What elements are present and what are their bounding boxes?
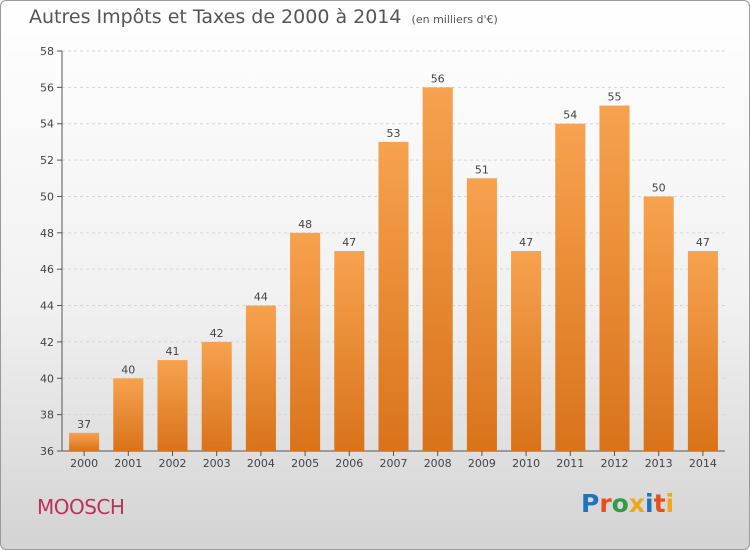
bar-value-label: 47 xyxy=(342,236,356,249)
x-tick-label: 2006 xyxy=(335,457,363,470)
town-name: MOOSCH xyxy=(37,495,125,519)
x-tick-label: 2000 xyxy=(70,457,98,470)
chart-title-text: Autres Impôts et Taxes de 2000 à 2014 xyxy=(29,6,402,28)
bar-value-label: 54 xyxy=(563,109,577,122)
y-tick-label: 40 xyxy=(40,372,54,385)
x-tick-label: 2011 xyxy=(556,457,584,470)
x-tick-label: 2002 xyxy=(159,457,187,470)
bar-value-label: 41 xyxy=(166,345,180,358)
bar xyxy=(113,378,144,451)
bar xyxy=(466,178,497,452)
x-tick-label: 2007 xyxy=(380,457,408,470)
logo-letter: P xyxy=(581,489,600,518)
y-tick-label: 56 xyxy=(40,81,54,94)
chart-title: Autres Impôts et Taxes de 2000 à 2014 (e… xyxy=(29,6,498,28)
x-tick-label: 2004 xyxy=(247,457,275,470)
y-tick-label: 52 xyxy=(40,154,54,167)
bar xyxy=(245,305,276,451)
bar-value-label: 47 xyxy=(696,236,710,249)
x-tick-label: 2010 xyxy=(512,457,540,470)
y-tick-label: 36 xyxy=(40,445,54,458)
bar-value-label: 47 xyxy=(519,236,533,249)
bar-value-label: 40 xyxy=(121,363,135,376)
bar xyxy=(687,251,718,451)
x-tick-label: 2003 xyxy=(203,457,231,470)
bar xyxy=(157,360,188,451)
bar-value-label: 50 xyxy=(652,181,666,194)
bar xyxy=(201,341,232,451)
bar-value-label: 51 xyxy=(475,163,489,176)
x-tick-label: 2013 xyxy=(645,457,673,470)
y-tick-label: 50 xyxy=(40,190,54,203)
y-tick-label: 44 xyxy=(40,300,54,313)
bar-value-label: 44 xyxy=(254,291,268,304)
y-tick-label: 54 xyxy=(40,118,54,131)
logo-letter: r xyxy=(599,489,612,518)
y-tick-label: 42 xyxy=(40,336,54,349)
bar xyxy=(69,432,100,451)
x-tick-label: 2009 xyxy=(468,457,496,470)
bar-value-label: 42 xyxy=(210,327,224,340)
x-tick-label: 2012 xyxy=(601,457,629,470)
bar xyxy=(422,87,453,451)
logo-letter: x xyxy=(628,489,645,518)
logo-letter: i xyxy=(645,489,654,518)
bar xyxy=(643,196,674,451)
proxiti-logo: Proxiti xyxy=(581,489,674,518)
y-tick-label: 38 xyxy=(40,409,54,422)
bar-value-label: 56 xyxy=(431,72,445,85)
bar xyxy=(290,232,321,451)
bar xyxy=(511,251,542,451)
bar xyxy=(555,123,586,452)
y-tick-label: 46 xyxy=(40,263,54,276)
logo-letter: i xyxy=(665,489,675,518)
bar xyxy=(599,105,630,451)
bar-value-label: 53 xyxy=(387,127,401,140)
y-tick-label: 58 xyxy=(40,45,54,58)
chart-subtitle: (en milliers d'€) xyxy=(411,13,498,26)
x-tick-label: 2008 xyxy=(424,457,452,470)
logo-letter: t xyxy=(653,489,666,518)
bar-value-label: 37 xyxy=(77,418,91,431)
logo-letter: o xyxy=(611,489,629,518)
bar xyxy=(334,251,365,451)
bar xyxy=(378,141,409,451)
x-tick-label: 2005 xyxy=(291,457,319,470)
y-tick-label: 48 xyxy=(40,227,54,240)
x-tick-label: 2014 xyxy=(689,457,717,470)
bar-value-label: 48 xyxy=(298,218,312,231)
bar-value-label: 55 xyxy=(608,91,622,104)
x-tick-label: 2001 xyxy=(114,457,142,470)
